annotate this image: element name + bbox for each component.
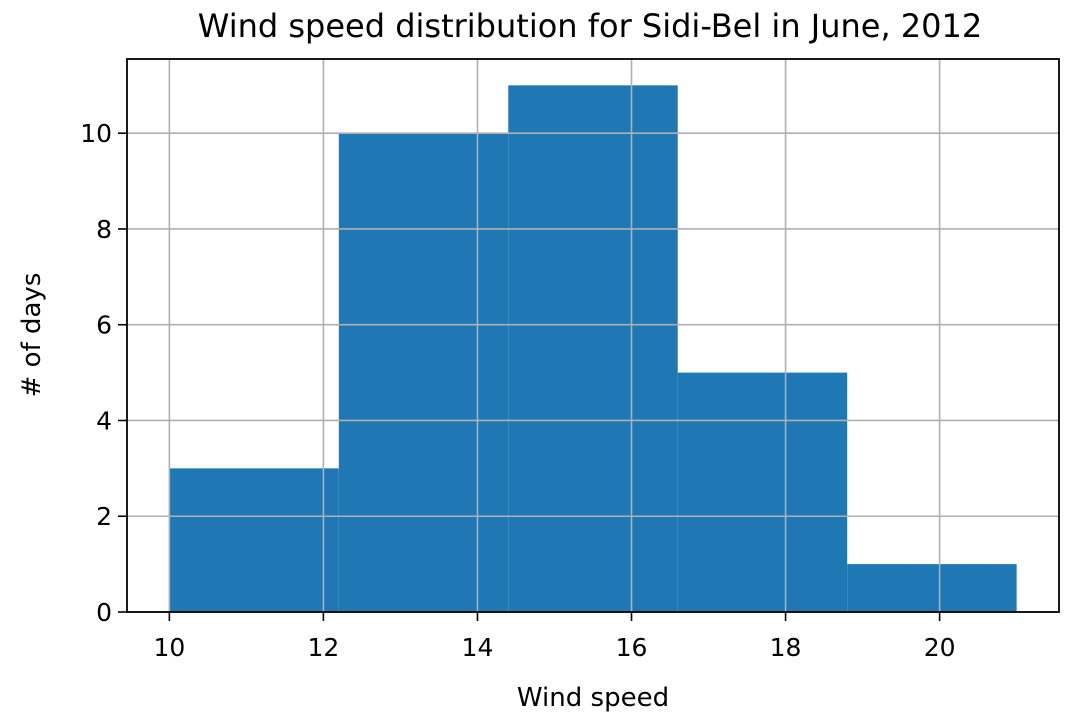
histogram-bar <box>847 564 1017 612</box>
plot-frame <box>126 58 1060 613</box>
y-tick-label: 6 <box>96 311 112 340</box>
histogram-bars <box>127 59 1059 613</box>
x-tick-label: 20 <box>924 633 956 662</box>
axis-ticks: 10 12 14 16 18 20 0 2 4 6 8 10 <box>80 119 955 662</box>
chart-title: Wind speed distribution for Sidi-Bel in … <box>198 7 982 45</box>
x-tick-label: 16 <box>616 633 648 662</box>
y-tick-label: 8 <box>96 215 112 244</box>
histogram-bar <box>338 133 509 612</box>
y-tick-label: 10 <box>80 119 112 148</box>
y-axis-label: # of days <box>17 273 47 398</box>
x-axis-label: Wind speed <box>517 683 669 713</box>
x-tick-label: 14 <box>462 633 494 662</box>
histogram-bar <box>677 372 848 612</box>
plot-area: 10 12 14 16 18 20 0 2 4 6 8 10 <box>80 58 1060 662</box>
x-tick-label: 18 <box>770 633 802 662</box>
histogram-bar <box>169 468 339 612</box>
histogram-bar <box>508 85 678 613</box>
y-tick-label: 0 <box>96 598 112 627</box>
x-tick-label: 10 <box>153 633 185 662</box>
x-tick-label: 12 <box>308 633 340 662</box>
y-tick-label: 4 <box>96 406 112 435</box>
y-tick-label: 2 <box>96 502 112 531</box>
